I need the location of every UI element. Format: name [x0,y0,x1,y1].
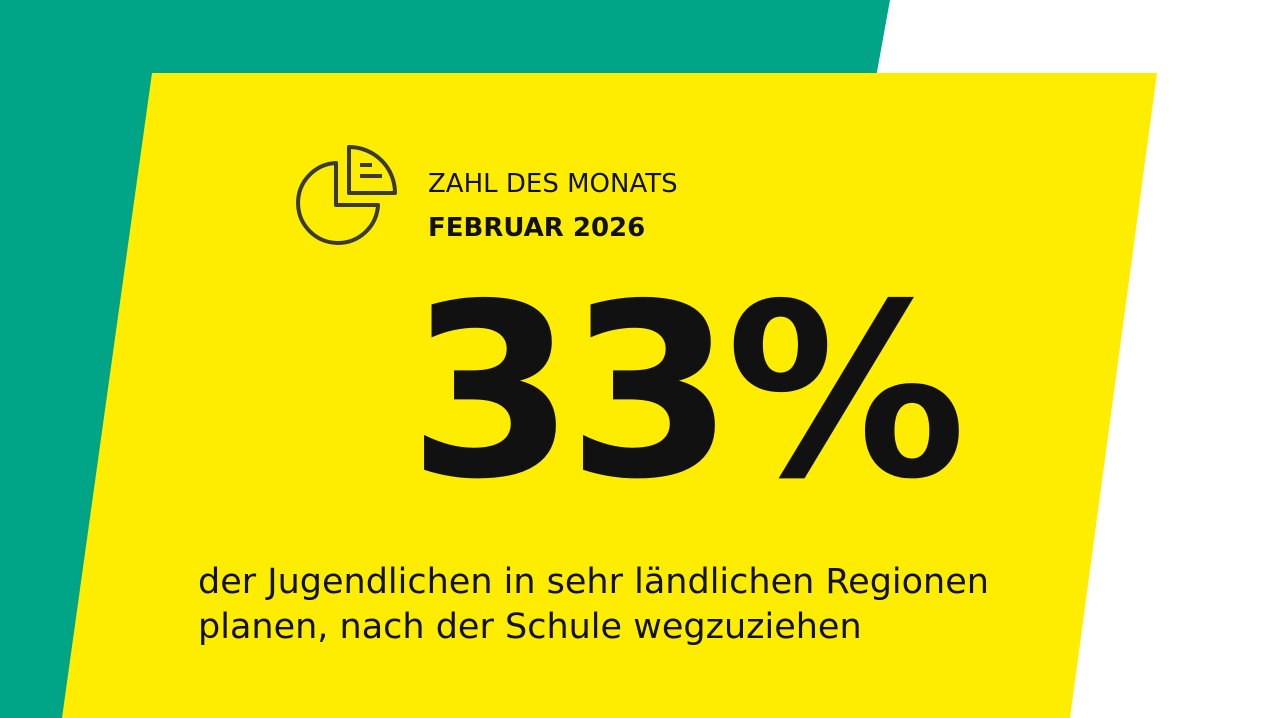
yellow-panel [62,73,1157,718]
pie-icon [296,145,397,245]
figure-value: 33% [408,252,959,532]
header-date: FEBRUAR 2026 [428,213,645,243]
header-label: ZAHL DES MONATS [428,169,678,199]
caption-line: planen, nach der Schule wegzuziehen [198,607,862,647]
pie-slice [347,145,397,195]
pie-body [296,161,380,245]
caption-line: der Jugendlichen in sehr ländlichen Regi… [198,562,989,602]
